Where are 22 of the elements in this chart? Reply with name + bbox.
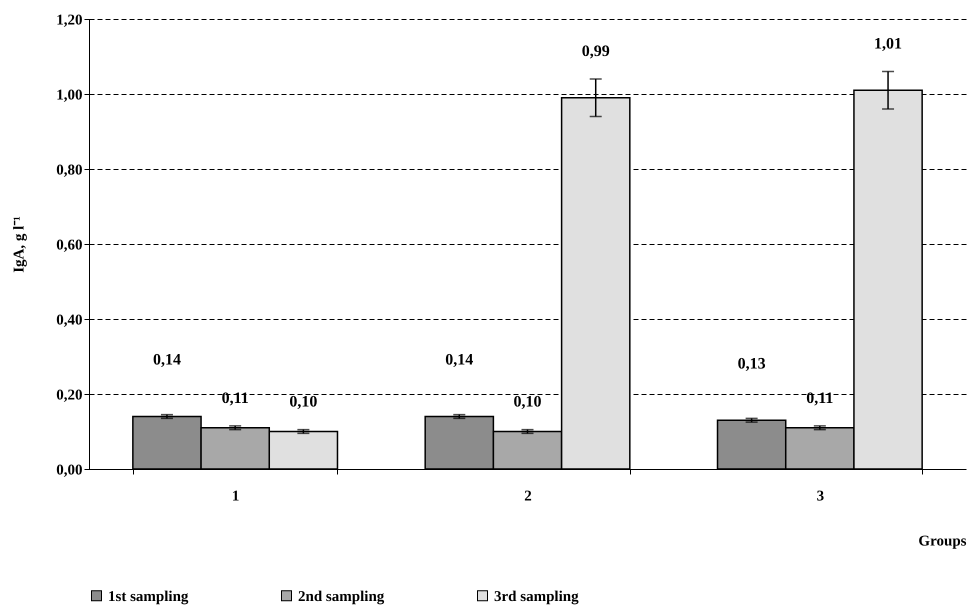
x-tick-label: 2 [524, 488, 532, 504]
data-label: 0,99 [582, 43, 610, 60]
y-tick-label: 0,80 [56, 162, 82, 178]
y-tick-label: 0,00 [56, 462, 82, 478]
data-label: 0,13 [738, 355, 766, 372]
x-axis-title: Groups [918, 534, 967, 550]
data-label: 0,10 [514, 394, 542, 411]
y-tick-label: 0,40 [56, 312, 82, 328]
data-label: 0,14 [445, 352, 474, 369]
y-tick-label: 0,20 [56, 388, 82, 404]
y-tick-label: 1,20 [56, 12, 82, 28]
y-axis-title: IgA, g l⁻¹ [11, 216, 28, 273]
legend-label: 1st sampling [108, 588, 189, 605]
data-label: 1,01 [874, 36, 902, 52]
legend-label: 3rd sampling [494, 588, 580, 605]
x-tick-label: 1 [232, 488, 240, 504]
y-tick-label: 0,60 [56, 238, 82, 254]
legend-label: 2nd sampling [298, 588, 385, 605]
data-label: 0,14 [152, 352, 181, 369]
x-tick-label: 3 [816, 488, 824, 504]
data-label: 0,10 [289, 394, 318, 411]
y-tick-label: 1,00 [56, 88, 82, 104]
